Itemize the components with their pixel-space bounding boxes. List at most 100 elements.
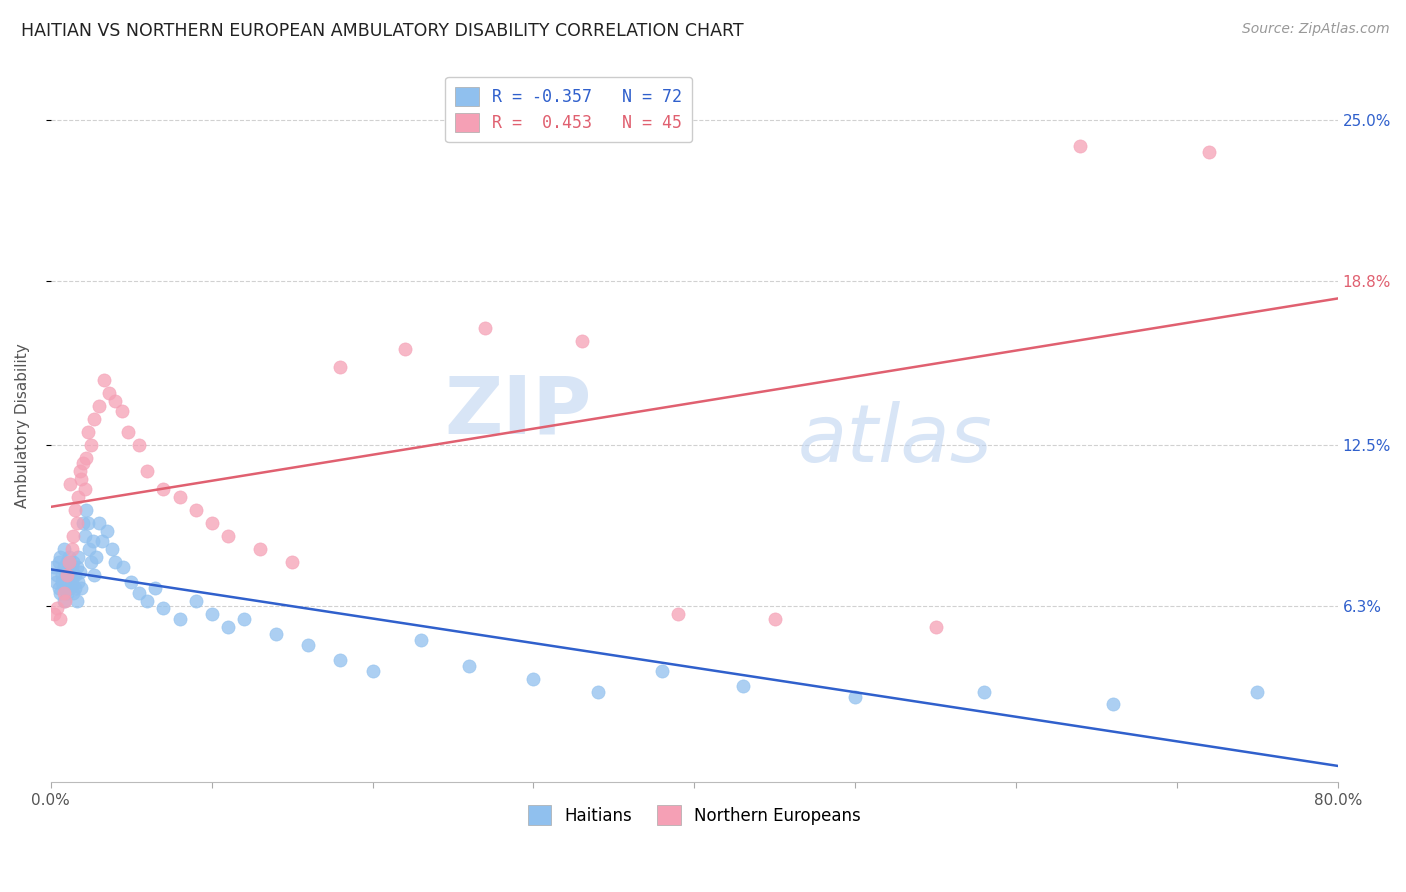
Text: Source: ZipAtlas.com: Source: ZipAtlas.com [1241, 22, 1389, 37]
Point [586, 684, 609, 698]
Point [394, 342, 416, 356]
Point [201, 607, 224, 621]
Point [96, 524, 118, 538]
Point [1069, 139, 1091, 153]
Point [329, 653, 352, 667]
Point [666, 607, 689, 621]
Point [152, 482, 174, 496]
Point [52, 541, 75, 556]
Point [72, 516, 94, 530]
Point [361, 664, 384, 678]
Point [1198, 145, 1220, 159]
Point [409, 632, 432, 647]
Point [51, 575, 73, 590]
Point [93, 373, 115, 387]
Point [62, 529, 84, 543]
Point [83, 412, 105, 426]
Point [1101, 698, 1123, 712]
Point [60, 575, 83, 590]
Point [52, 593, 75, 607]
Point [72, 456, 94, 470]
Point [79, 541, 101, 556]
Point [104, 393, 127, 408]
Point [201, 516, 224, 530]
Point [110, 404, 132, 418]
Point [83, 567, 105, 582]
Point [60, 541, 83, 556]
Point [56, 567, 79, 582]
Point [136, 464, 159, 478]
Point [329, 359, 352, 374]
Point [101, 541, 124, 556]
Point [60, 560, 83, 574]
Point [49, 549, 72, 564]
Point [458, 658, 481, 673]
Point [59, 565, 82, 579]
Point [46, 601, 69, 615]
Point [53, 581, 76, 595]
Point [56, 555, 79, 569]
Point [73, 482, 96, 496]
Point [152, 601, 174, 615]
Point [973, 684, 995, 698]
Point [120, 575, 142, 590]
Point [169, 612, 191, 626]
Point [70, 581, 93, 595]
Point [75, 450, 97, 465]
Point [217, 619, 239, 633]
Point [75, 503, 97, 517]
Point [76, 425, 98, 439]
Point [46, 567, 69, 582]
Point [1246, 684, 1268, 698]
Point [63, 581, 86, 595]
Point [58, 555, 80, 569]
Point [62, 586, 84, 600]
Point [281, 555, 304, 569]
Point [69, 464, 91, 478]
Point [232, 612, 254, 626]
Point [56, 575, 79, 590]
Point [297, 638, 319, 652]
Point [117, 425, 139, 439]
Point [80, 555, 103, 569]
Point [97, 386, 120, 401]
Text: ZIP: ZIP [444, 372, 592, 450]
Point [42, 560, 65, 574]
Point [82, 533, 104, 548]
Legend: Haitians, Northern Europeans: Haitians, Northern Europeans [517, 796, 870, 835]
Point [91, 533, 114, 548]
Point [63, 503, 86, 517]
Point [67, 549, 90, 564]
Y-axis label: Ambulatory Disability: Ambulatory Disability [15, 343, 30, 508]
Point [169, 490, 191, 504]
Point [62, 555, 84, 569]
Point [48, 555, 70, 569]
Point [76, 516, 98, 530]
Point [249, 541, 271, 556]
Point [731, 679, 754, 693]
Point [42, 607, 65, 621]
Point [58, 549, 80, 564]
Point [522, 672, 544, 686]
Point [80, 438, 103, 452]
Point [264, 627, 287, 641]
Point [651, 664, 673, 678]
Point [59, 476, 82, 491]
Point [217, 529, 239, 543]
Point [128, 438, 150, 452]
Point [69, 565, 91, 579]
Text: HAITIAN VS NORTHERN EUROPEAN AMBULATORY DISABILITY CORRELATION CHART: HAITIAN VS NORTHERN EUROPEAN AMBULATORY … [21, 22, 744, 40]
Point [56, 586, 79, 600]
Point [67, 575, 90, 590]
Point [65, 516, 87, 530]
Point [844, 690, 866, 704]
Point [184, 593, 207, 607]
Point [49, 612, 72, 626]
Point [924, 619, 946, 633]
Point [136, 593, 159, 607]
Point [112, 560, 135, 574]
Point [474, 321, 496, 335]
Point [59, 581, 82, 595]
Point [51, 567, 73, 582]
Point [84, 549, 107, 564]
